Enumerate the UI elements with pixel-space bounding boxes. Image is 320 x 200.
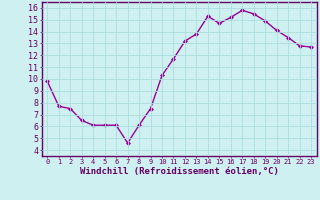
X-axis label: Windchill (Refroidissement éolien,°C): Windchill (Refroidissement éolien,°C) — [80, 167, 279, 176]
